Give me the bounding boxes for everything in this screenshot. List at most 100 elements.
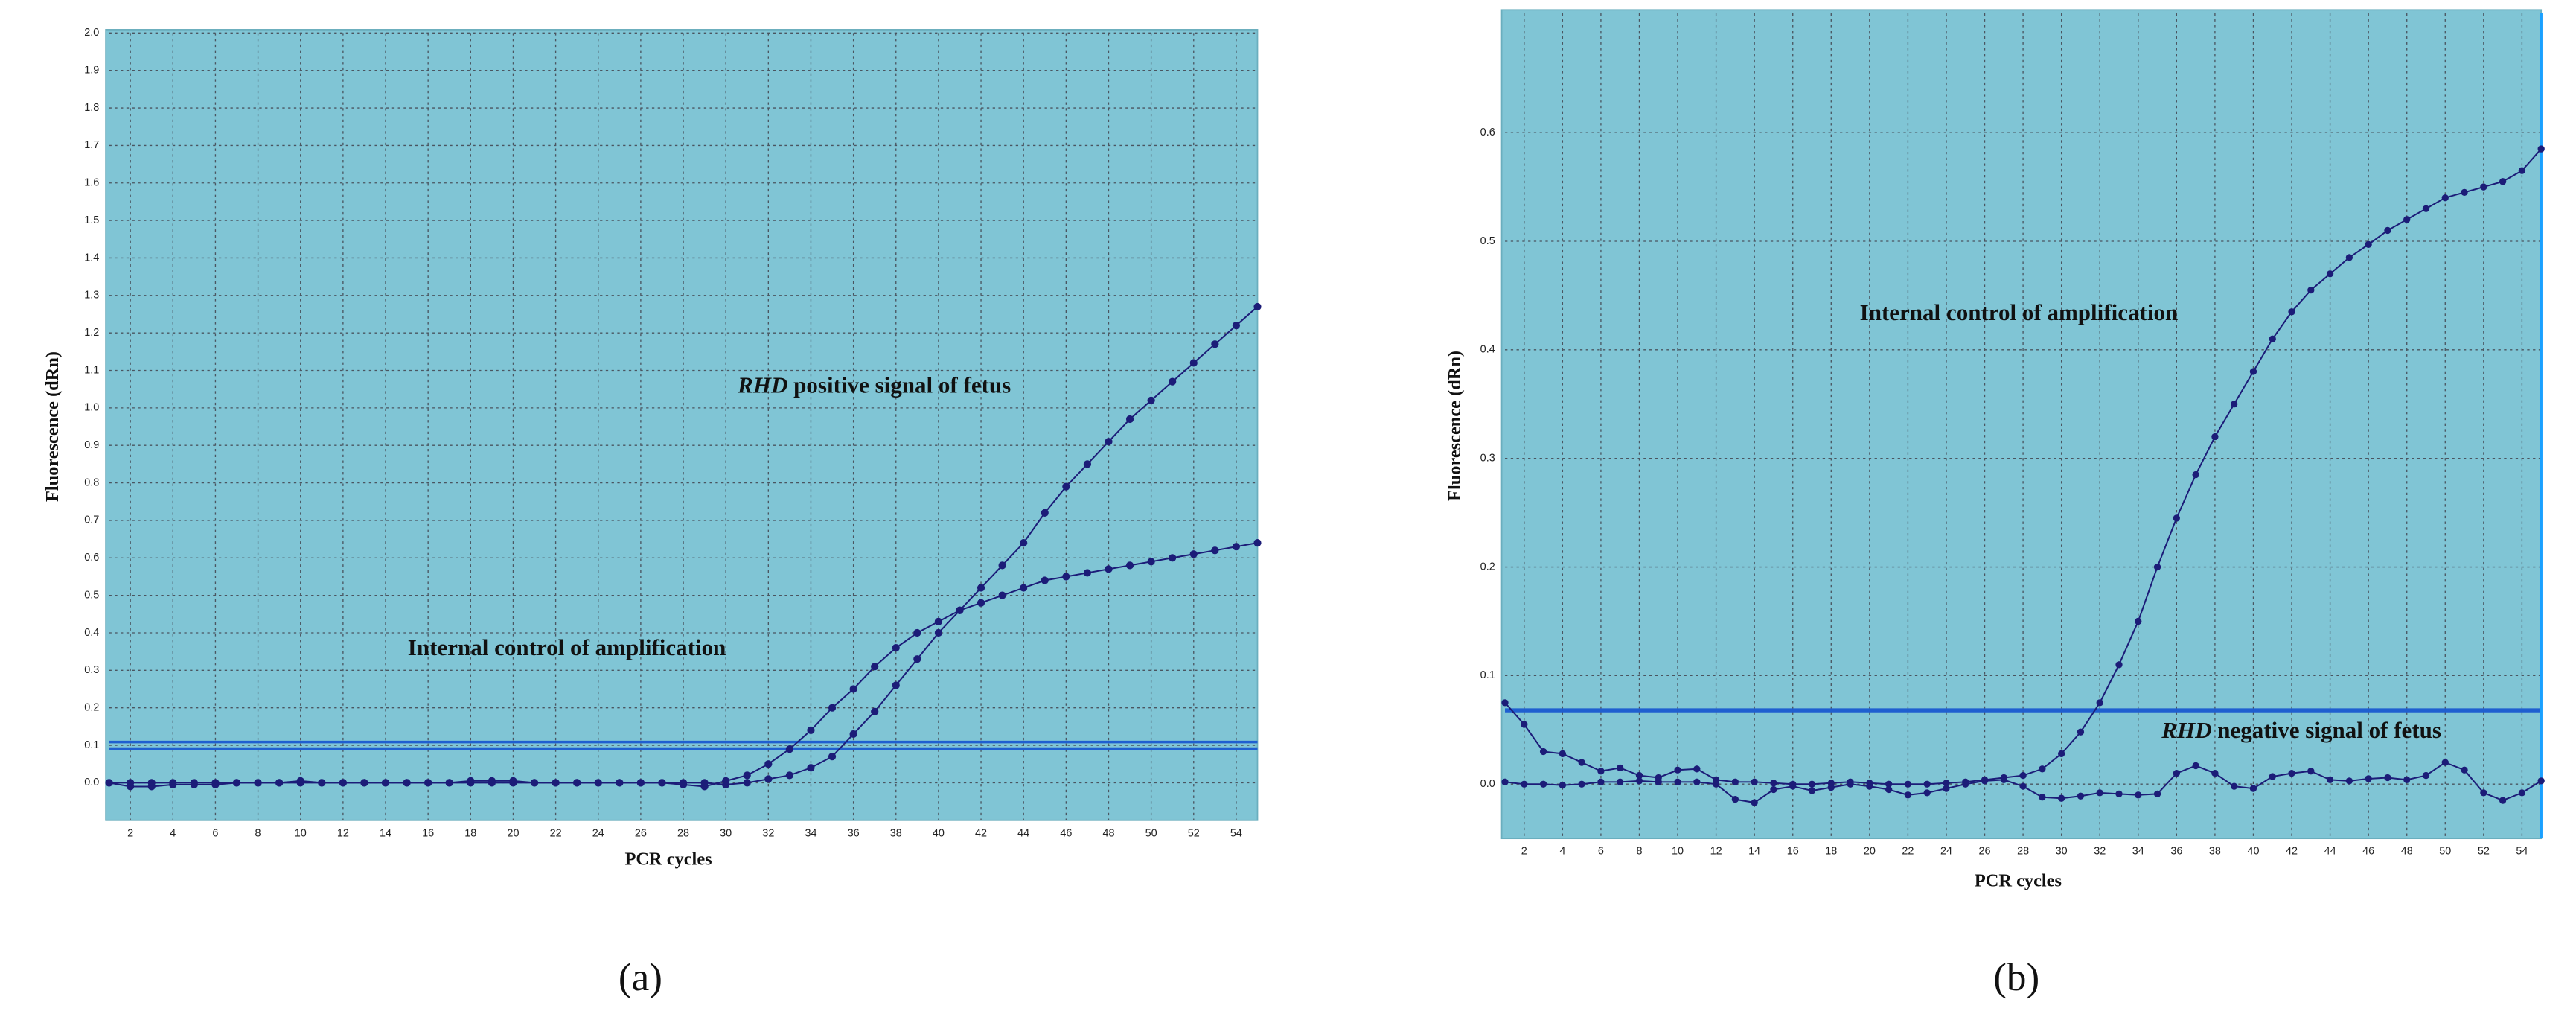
data-point	[2326, 270, 2334, 278]
data-point	[1253, 539, 1262, 547]
data-point	[1501, 778, 1509, 785]
data-point	[2231, 401, 2238, 408]
x-tick-label: 32	[2094, 846, 2106, 858]
x-tick-label: 12	[1710, 846, 1722, 858]
data-point	[2480, 183, 2487, 191]
data-point	[2499, 797, 2507, 804]
data-point	[1597, 768, 1605, 775]
data-point	[2058, 750, 2065, 758]
x-axis-title: PCR cycles	[625, 850, 712, 870]
data-point	[1253, 302, 1262, 311]
x-tick-label: 6	[1598, 846, 1604, 858]
x-tick-label: 10	[295, 827, 307, 839]
data-point	[1866, 782, 1873, 790]
data-point	[2096, 699, 2103, 707]
data-point	[1808, 787, 1816, 794]
x-tick-label: 2	[127, 827, 133, 839]
data-point	[2019, 771, 2027, 780]
x-tick-label: 42	[975, 827, 987, 839]
data-point	[1125, 415, 1134, 424]
data-point	[679, 779, 688, 787]
data-point	[2269, 773, 2276, 780]
panel-label: (b)	[1993, 955, 2039, 999]
x-tick-label: 42	[2286, 846, 2298, 858]
data-point	[1885, 780, 1893, 788]
data-point	[1923, 789, 1931, 797]
data-point	[1751, 778, 1758, 785]
data-point	[700, 779, 709, 787]
data-point	[594, 779, 602, 787]
x-tick-label: 24	[592, 827, 604, 839]
y-tick-label: 1.7	[84, 139, 99, 151]
data-point	[2019, 782, 2027, 790]
data-point	[2135, 791, 2142, 799]
data-point	[2365, 240, 2372, 249]
data-point	[2288, 769, 2295, 777]
data-point	[2077, 792, 2085, 800]
annotation-emphasis: RHD	[2161, 717, 2211, 743]
data-point	[2211, 433, 2219, 441]
data-point	[1943, 785, 1950, 792]
data-point	[381, 779, 390, 787]
data-point	[488, 777, 496, 785]
data-point	[871, 663, 879, 671]
x-tick-label: 22	[1902, 846, 1914, 858]
annotation: RHD positive signal of fetus	[737, 372, 1011, 398]
data-point	[360, 779, 368, 787]
data-point	[2518, 167, 2526, 174]
y-tick-label: 0.9	[84, 439, 99, 451]
data-point	[616, 779, 624, 787]
data-point	[1731, 778, 1739, 785]
data-point	[2269, 335, 2276, 342]
annotation: Internal control of amplification	[1860, 299, 2179, 325]
data-point	[1105, 438, 1113, 446]
y-tick-label: 0.3	[84, 664, 99, 676]
y-tick-label: 0.1	[84, 739, 99, 751]
data-point	[998, 591, 1006, 599]
data-point	[1083, 569, 1092, 577]
x-tick-label: 20	[507, 827, 519, 839]
data-point	[1169, 377, 1177, 386]
data-point	[2077, 728, 2085, 736]
data-point	[722, 780, 730, 789]
x-tick-label: 36	[2170, 846, 2182, 858]
y-tick-label: 0.2	[84, 701, 99, 713]
x-tick-label: 48	[2401, 846, 2413, 858]
data-point	[1674, 778, 1681, 785]
data-point	[764, 760, 773, 768]
data-point	[1169, 554, 1177, 562]
x-tick-label: 34	[805, 827, 816, 839]
data-point	[1062, 573, 1070, 581]
x-tick-label: 16	[1787, 846, 1799, 858]
y-axis-title: Fluorescence (dRn)	[42, 351, 63, 502]
y-tick-label: 0.6	[84, 552, 99, 564]
data-point	[2192, 471, 2199, 479]
data-point	[1062, 482, 1070, 491]
data-point	[2537, 777, 2545, 785]
y-tick-label: 0.5	[84, 589, 99, 601]
y-tick-label: 0.0	[84, 777, 99, 788]
x-tick-label: 54	[2516, 846, 2528, 858]
data-point	[2384, 774, 2391, 782]
y-tick-label: 1.4	[84, 252, 99, 264]
x-tick-label: 16	[422, 827, 434, 839]
data-point	[2249, 368, 2257, 375]
data-point	[2211, 769, 2219, 777]
data-point	[807, 726, 815, 735]
x-tick-label: 4	[170, 827, 176, 839]
x-tick-label: 50	[2439, 846, 2451, 858]
annotation: Internal control of amplification	[408, 634, 726, 660]
data-point	[2422, 205, 2430, 212]
data-point	[1559, 750, 1567, 758]
data-point	[509, 777, 517, 785]
x-tick-label: 18	[464, 827, 476, 839]
data-point	[977, 584, 985, 592]
data-point	[2115, 661, 2123, 669]
data-point	[2480, 789, 2487, 797]
data-point	[998, 561, 1006, 570]
y-tick-label: 0.7	[84, 514, 99, 526]
data-point	[1712, 780, 1720, 788]
data-point	[1904, 780, 1912, 788]
y-tick-label: 0.5	[1480, 235, 1495, 247]
